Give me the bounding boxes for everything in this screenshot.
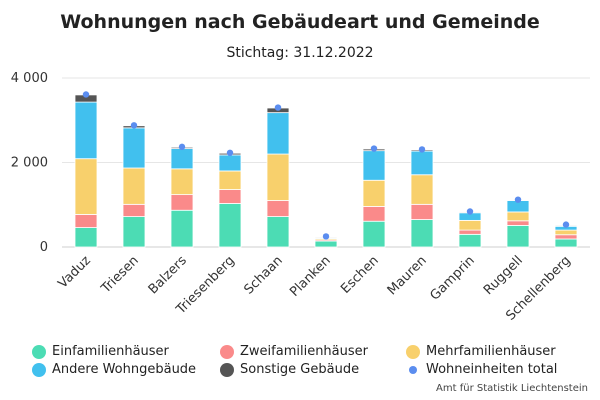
bar-segment[interactable] xyxy=(554,238,578,248)
bar-segment[interactable] xyxy=(506,225,530,248)
total-point[interactable] xyxy=(514,196,522,203)
bar-segment[interactable] xyxy=(74,214,98,228)
legend-item-wohneinheiten-total[interactable]: Wohneinheiten total xyxy=(406,362,557,377)
total-point[interactable] xyxy=(130,122,138,129)
total-markers xyxy=(82,91,570,240)
bar-segment[interactable] xyxy=(266,216,290,248)
bar-segment[interactable] xyxy=(458,229,482,235)
legend-item-zweifamilienhaeuser[interactable]: Zweifamilienhäuser xyxy=(220,344,368,359)
x-tick-label: Triesen xyxy=(98,253,142,297)
x-tick-label: Schaan xyxy=(241,253,285,297)
bar-segment[interactable] xyxy=(218,203,242,248)
bar-segment[interactable] xyxy=(506,211,530,222)
bar-segment[interactable] xyxy=(458,233,482,248)
total-point[interactable] xyxy=(418,146,426,153)
bar-segment[interactable] xyxy=(266,112,290,155)
bar-segment[interactable] xyxy=(170,148,194,170)
total-point[interactable] xyxy=(226,149,234,156)
bar-segment[interactable] xyxy=(122,203,146,217)
bar-segment[interactable] xyxy=(74,101,98,160)
bar-segment[interactable] xyxy=(506,220,530,226)
legend-marker xyxy=(220,362,234,377)
bar-segment[interactable] xyxy=(218,170,242,190)
bar-segment[interactable] xyxy=(362,179,386,207)
legend-label: Einfamilienhäuser xyxy=(52,344,169,359)
x-tick-label: Ruggell xyxy=(481,253,526,298)
bar-segment[interactable] xyxy=(218,189,242,204)
x-tick-label: Vaduz xyxy=(56,253,94,291)
y-tick-label: 4 000 xyxy=(11,71,48,86)
bar-segment[interactable] xyxy=(74,227,98,248)
source-credit: Amt für Statistik Liechtenstein xyxy=(436,383,588,394)
total-point[interactable] xyxy=(178,143,186,151)
legend-item-mehrfamilienhaeuser[interactable]: Mehrfamilienhäuser xyxy=(406,344,556,359)
bar-segment[interactable] xyxy=(122,127,146,169)
chart-title: Wohnungen nach Gebäudeart und Gemeinde xyxy=(60,11,540,33)
bar-segment[interactable] xyxy=(170,209,194,248)
x-tick-label: Eschen xyxy=(338,253,382,297)
bar-segment[interactable] xyxy=(314,240,338,248)
legend-label: Zweifamilienhäuser xyxy=(240,344,368,359)
bar-segment[interactable] xyxy=(170,194,194,211)
total-point[interactable] xyxy=(322,233,330,240)
x-tick-label: Gamprin xyxy=(428,253,478,303)
bar-segment[interactable] xyxy=(362,206,386,222)
bar-segment[interactable] xyxy=(410,150,434,176)
bar-segment[interactable] xyxy=(362,220,386,248)
bar-segment[interactable] xyxy=(458,219,482,231)
bar-segment[interactable] xyxy=(266,153,290,201)
bars xyxy=(74,94,578,248)
legend-item-sonstige-gebaeude[interactable]: Sonstige Gebäude xyxy=(220,362,359,377)
bar-segment[interactable] xyxy=(170,168,194,196)
bar-segment[interactable] xyxy=(266,200,290,217)
x-tick-label: Mauren xyxy=(385,253,430,298)
legend-marker xyxy=(409,365,417,374)
bar-segment[interactable] xyxy=(362,150,386,181)
bar-segment[interactable] xyxy=(410,174,434,205)
y-tick-label: 0 xyxy=(40,240,48,255)
total-point[interactable] xyxy=(562,221,570,228)
legend-label: Sonstige Gebäude xyxy=(240,362,360,377)
total-point[interactable] xyxy=(466,208,474,215)
bar-segment[interactable] xyxy=(122,216,146,248)
chart-subtitle: Stichtag: 31.12.2022 xyxy=(226,45,373,61)
legend-label: Mehrfamilienhäuser xyxy=(426,344,556,359)
legend-label: Wohneinheiten total xyxy=(426,362,558,377)
bar-segment[interactable] xyxy=(554,229,578,236)
bar-segment[interactable] xyxy=(218,154,242,172)
legend-marker xyxy=(406,344,420,359)
y-tick-label: 2 000 xyxy=(11,156,48,171)
legend-marker xyxy=(220,344,234,359)
legend-marker xyxy=(32,362,46,377)
total-point[interactable] xyxy=(274,104,282,111)
legend-marker xyxy=(32,344,46,359)
bar-segment[interactable] xyxy=(554,234,578,240)
y-axis-ticks: 0 2 000 4 000 xyxy=(11,71,48,255)
legend-item-einfamilienhaeuser[interactable]: Einfamilienhäuser xyxy=(32,344,169,359)
bar-segment[interactable] xyxy=(74,158,98,215)
x-tick-label: Planken xyxy=(287,253,334,300)
bar-segment[interactable] xyxy=(410,219,434,248)
legend-label: Andere Wohngebäude xyxy=(52,362,197,377)
total-point[interactable] xyxy=(82,91,90,98)
total-point[interactable] xyxy=(370,145,378,152)
bar-segment[interactable] xyxy=(122,167,146,205)
bar-segment[interactable] xyxy=(410,203,434,220)
legend-item-andere-wohngebaeude[interactable]: Andere Wohngebäude xyxy=(32,362,196,377)
x-tick-label: Balzers xyxy=(146,253,190,297)
